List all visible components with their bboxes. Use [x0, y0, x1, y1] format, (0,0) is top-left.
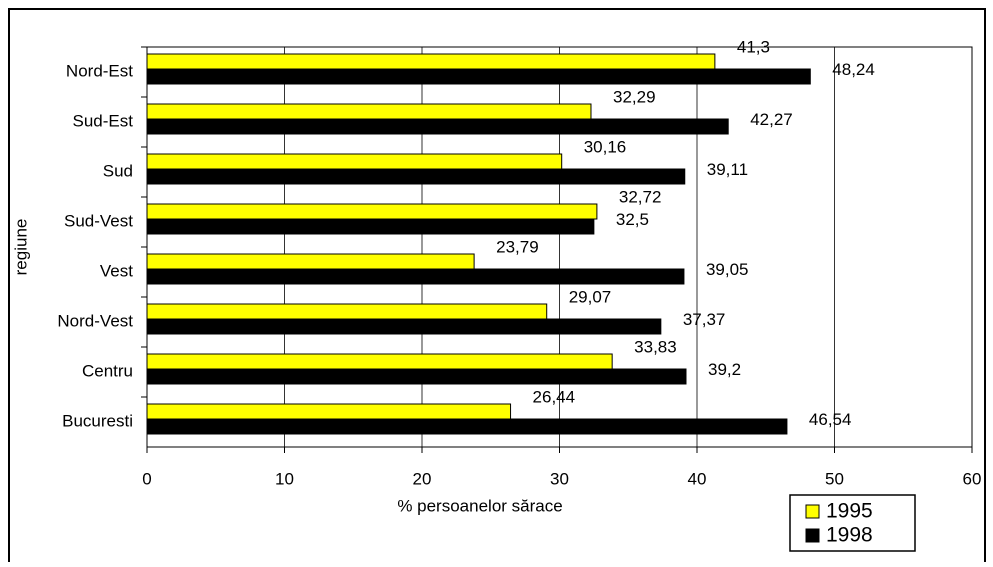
x-tick-label: 50	[825, 469, 844, 488]
legend-swatch	[805, 504, 820, 519]
y-tick-label: Sud	[103, 161, 133, 180]
bar	[146, 353, 613, 370]
bar	[146, 418, 788, 435]
chart-frame	[8, 8, 986, 562]
bar	[146, 403, 512, 420]
bar	[146, 268, 685, 285]
bar	[146, 153, 563, 170]
bar	[146, 368, 687, 385]
y-tick-label: Bucuresti	[62, 411, 133, 430]
x-tick-label: 30	[550, 469, 569, 488]
value-label: 26,44	[533, 387, 576, 406]
value-label: 32,72	[619, 187, 662, 206]
value-label: 39,05	[706, 260, 749, 279]
x-axis-label: % persoanelor sărace	[397, 496, 562, 515]
value-label: 29,07	[569, 287, 612, 306]
y-tick-label: Sud-Vest	[64, 211, 133, 230]
value-label: 32,5	[616, 210, 649, 229]
legend-label: 1998	[826, 524, 873, 547]
x-tick-label: 40	[688, 469, 707, 488]
value-label: 39,11	[707, 160, 748, 179]
value-label: 39,2	[708, 360, 741, 379]
y-tick-label: Nord-Est	[66, 61, 133, 80]
value-label: 42,27	[750, 110, 793, 129]
value-label: 48,24	[832, 60, 875, 79]
value-label: 23,79	[496, 237, 539, 256]
value-label: 32,29	[613, 87, 656, 106]
bar	[146, 218, 595, 235]
y-axis-label: regiune	[11, 219, 30, 276]
bar	[146, 253, 475, 270]
bar	[146, 118, 729, 135]
bar	[146, 203, 598, 220]
y-tick-label: Centru	[82, 361, 133, 380]
value-label: 41,3	[737, 37, 770, 56]
legend-swatch	[805, 528, 820, 543]
bar	[146, 53, 716, 70]
value-label: 46,54	[809, 410, 852, 429]
y-tick-label: Nord-Vest	[57, 311, 133, 330]
y-tick-label: Vest	[100, 261, 133, 280]
x-tick-label: 10	[275, 469, 294, 488]
bar	[146, 168, 686, 185]
bar	[146, 303, 548, 320]
value-label: 37,37	[683, 310, 726, 329]
value-label: 33,83	[634, 337, 677, 356]
legend-label: 1995	[826, 500, 873, 523]
value-label: 30,16	[584, 137, 627, 156]
x-tick-label: 20	[413, 469, 432, 488]
x-tick-label: 60	[963, 469, 982, 488]
x-tick-label: 0	[142, 469, 151, 488]
bar	[146, 103, 592, 120]
y-tick-label: Sud-Est	[73, 111, 134, 130]
bar	[146, 68, 811, 85]
bar	[146, 318, 662, 335]
